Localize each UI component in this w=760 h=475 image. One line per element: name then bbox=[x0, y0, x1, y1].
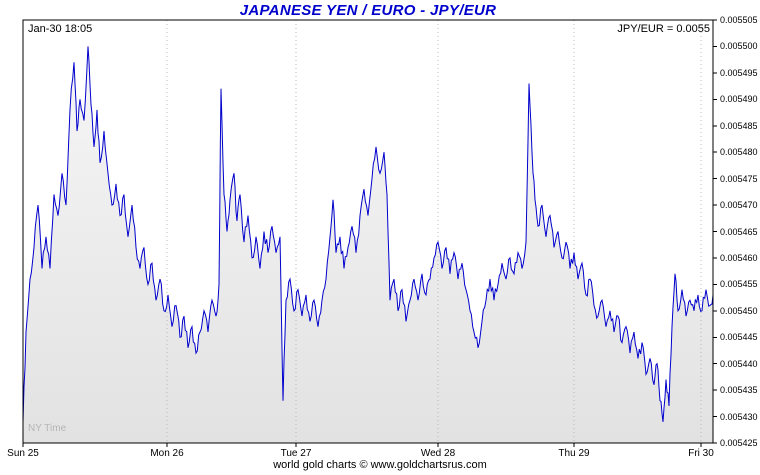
y-axis-label: 0.005455 bbox=[720, 279, 758, 290]
y-axis-label: 0.005480 bbox=[720, 147, 758, 158]
x-axis-label: Sun 25 bbox=[7, 448, 39, 459]
quote-label: JPY/EUR = 0.0055 bbox=[617, 23, 710, 35]
y-axis-label: 0.005440 bbox=[720, 358, 758, 369]
area-fill bbox=[23, 46, 713, 444]
y-axis-label: 0.005435 bbox=[720, 385, 758, 396]
page-title: JAPANESE YEN / EURO - JPY/EUR bbox=[239, 2, 497, 19]
y-axis-label: 0.005495 bbox=[720, 67, 758, 78]
y-axis-label: 0.005450 bbox=[720, 305, 758, 316]
y-axis-label: 0.005485 bbox=[720, 120, 758, 131]
price-line bbox=[22, 46, 714, 422]
footer-credit: world gold charts © www.goldchartsrus.co… bbox=[273, 459, 487, 471]
y-axis-label: 0.005475 bbox=[720, 173, 758, 184]
y-axis-label: 0.005425 bbox=[720, 438, 758, 448]
y-axis-label: 0.005445 bbox=[720, 332, 758, 343]
x-axis-label: Fri 30 bbox=[688, 448, 714, 459]
y-axis-label: 0.005500 bbox=[720, 41, 758, 52]
y-axis-label: 0.005460 bbox=[720, 252, 758, 263]
timestamp-label: Jan-30 18:05 bbox=[28, 23, 93, 35]
y-axis-label: 0.005430 bbox=[720, 411, 758, 422]
ny-time-label: NY Time bbox=[28, 423, 67, 434]
x-axis-label: Thu 29 bbox=[558, 448, 590, 459]
x-axis-label: Wed 28 bbox=[420, 448, 456, 459]
y-axis-label: 0.005505 bbox=[720, 15, 758, 25]
y-axis-label: 0.005470 bbox=[720, 200, 758, 211]
x-axis-label: Tue 27 bbox=[280, 448, 312, 459]
x-axis-label: Mon 26 bbox=[150, 448, 184, 459]
y-axis-label: 0.005490 bbox=[720, 94, 758, 105]
y-axis-label: 0.005465 bbox=[720, 226, 758, 237]
